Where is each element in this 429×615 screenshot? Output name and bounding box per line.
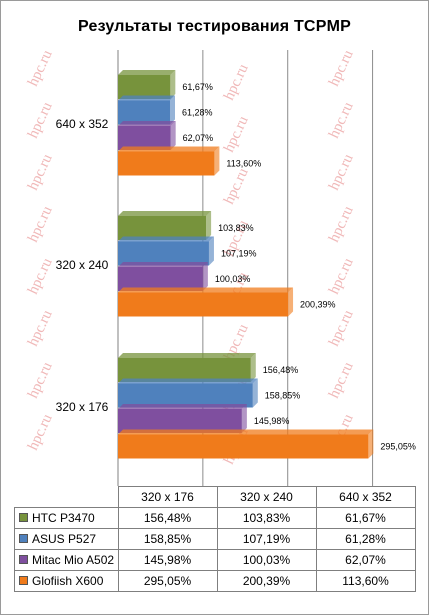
table-col-header: 320 x 240	[216, 486, 317, 508]
legend-key-mitac	[19, 555, 28, 565]
labels-layer: 61,67% 61,28% 62,07% 113,60% 640 x 352 103,83…	[56, 82, 416, 452]
bar	[118, 236, 214, 266]
series-name: ASUS P527	[32, 532, 97, 546]
watermark-text: hpc.ru	[326, 307, 357, 349]
data-label: 61,67%	[182, 82, 213, 92]
watermark-text: hpc.ru	[326, 151, 357, 193]
watermark-text: hpc.ru	[25, 151, 56, 193]
series-name: Glofiish X600	[32, 574, 104, 588]
bar-chart: hpc.ru hpc.ru hpc.ru hpc.ru hpc.ru hpc.ru hpc.…	[25, 47, 416, 486]
data-label: 158,85%	[265, 391, 301, 401]
table-cell: 61,67%	[315, 507, 416, 529]
table-cell: 62,07%	[315, 549, 416, 571]
watermark-text: hpc.ru	[25, 359, 56, 401]
data-label: 200,39%	[300, 300, 336, 310]
data-label: 103,83%	[218, 223, 254, 233]
table-cell: 113,60%	[315, 570, 416, 592]
bar	[118, 378, 258, 408]
data-label: 113,60%	[226, 159, 261, 169]
bar	[118, 95, 176, 125]
table-col-header: 640 x 352	[315, 486, 416, 508]
data-label: 61,28%	[182, 108, 213, 118]
table-cell: 103,83%	[216, 507, 317, 529]
data-label: 145,98%	[254, 416, 290, 426]
bar	[118, 211, 212, 240]
table-series-cell: HTC P3470	[14, 507, 119, 529]
legend-key-glofiish	[19, 576, 28, 586]
watermark-text: hpc.ru	[25, 307, 56, 349]
data-label: 107,19%	[221, 249, 257, 259]
series-name: HTC P3470	[32, 511, 95, 525]
watermark-text: hpc.ru	[25, 255, 56, 297]
watermark-text: hpc.ru	[221, 61, 252, 103]
legend-key-asus	[19, 534, 28, 544]
table-series-cell: ASUS P527	[14, 528, 119, 550]
chart-title: Результаты тестирования TCPMP	[78, 18, 351, 35]
bar	[118, 70, 176, 99]
table-cell: 156,48%	[117, 507, 218, 529]
watermark-text: hpc.ru	[25, 99, 56, 141]
data-label: 100,03%	[215, 274, 251, 284]
watermark-text: hpc.ru	[326, 203, 357, 245]
watermark-text: hpc.ru	[221, 165, 252, 207]
bar	[118, 353, 256, 382]
table-row: Glofiish X600 295,05% 200,39% 113,60%	[14, 570, 416, 592]
watermark-text: hpc.ru	[326, 359, 357, 401]
table-row: Mitac Mio A502 145,98% 100,03% 62,07%	[14, 549, 416, 571]
bar	[118, 146, 220, 176]
category-label: 640 x 352	[56, 117, 109, 131]
data-label: 62,07%	[183, 133, 214, 143]
table-cell: 200,39%	[216, 570, 317, 592]
watermark-text: hpc.ru	[326, 99, 357, 141]
data-table: 320 x 176 320 x 240 640 x 352 HTC P3470 …	[14, 486, 416, 592]
table-cell: 158,85%	[117, 528, 218, 550]
bar	[118, 121, 176, 150]
series-name: Mitac Mio A502	[32, 553, 115, 567]
table-row: HTC P3470 156,48% 103,83% 61,67%	[14, 507, 416, 529]
table-row: ASUS P527 158,85% 107,19% 61,28%	[14, 528, 416, 550]
table-cell: 295,05%	[117, 570, 218, 592]
table-series-cell: Mitac Mio A502	[14, 549, 119, 571]
bar	[118, 429, 374, 459]
table-cell: 145,98%	[117, 549, 218, 571]
table-col-header: 320 x 176	[117, 486, 218, 508]
data-label: 295,05%	[380, 442, 416, 452]
bars-layer	[118, 70, 374, 459]
table-cell: 61,28%	[315, 528, 416, 550]
category-label: 320 x 176	[56, 400, 109, 414]
bar	[118, 404, 247, 433]
legend-key-htc	[19, 513, 28, 523]
data-label: 156,48%	[263, 365, 299, 375]
table-corner-cell	[14, 486, 119, 508]
watermark-text: hpc.ru	[326, 47, 357, 89]
table-cell: 107,19%	[216, 528, 317, 550]
bar	[118, 262, 208, 291]
bar	[118, 287, 294, 317]
watermark-text: hpc.ru	[25, 47, 56, 89]
table-series-cell: Glofiish X600	[14, 570, 119, 592]
table-header-row: 320 x 176 320 x 240 640 x 352	[14, 486, 416, 508]
category-label: 320 x 240	[56, 258, 109, 272]
watermark-text: hpc.ru	[221, 113, 252, 155]
watermark-text: hpc.ru	[326, 255, 357, 297]
watermark-text: hpc.ru	[25, 411, 56, 453]
watermark-text: hpc.ru	[25, 203, 56, 245]
table-cell: 100,03%	[216, 549, 317, 571]
